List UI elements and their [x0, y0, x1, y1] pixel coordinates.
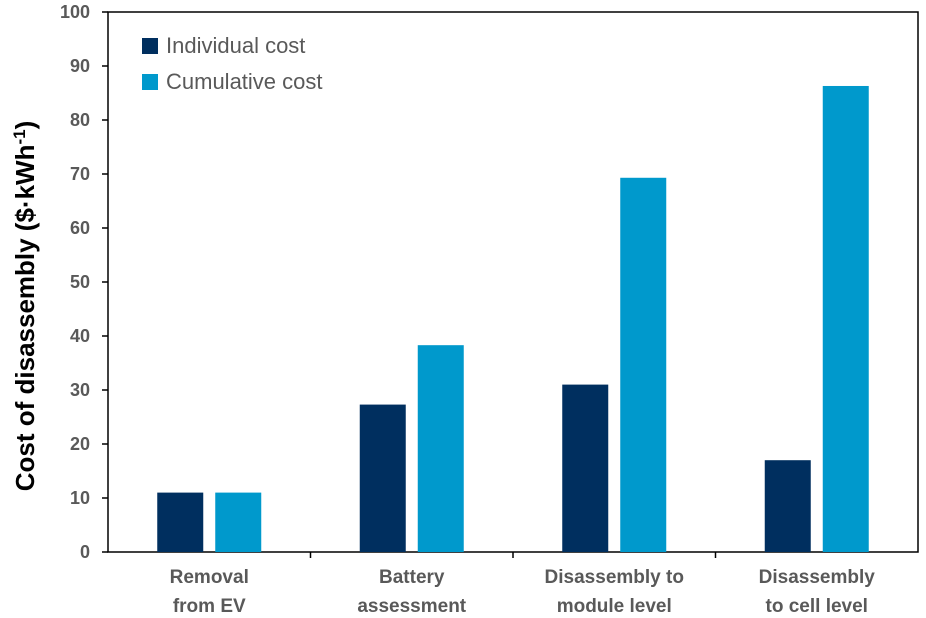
bars [157, 85, 869, 552]
y-tick-label: 70 [70, 164, 90, 184]
plot-area: 0 10 20 30 40 50 60 70 80 90 100 Removal from EV Bat… [60, 2, 919, 617]
y-tick-label: 20 [70, 434, 90, 454]
bar-individual-0 [157, 492, 204, 552]
legend: Individual cost Cumulative cost [142, 33, 323, 94]
y-axis-label: Cost of disassembly ($·kWh-1) [10, 121, 40, 492]
bar-individual-1 [359, 404, 406, 552]
y-axis-label-superscript: -1 [10, 129, 29, 144]
y-tick-label: 60 [70, 218, 90, 238]
y-tick-label: 40 [70, 326, 90, 346]
y-axis-label-close: ) [10, 121, 40, 130]
bar-cumulative-3 [822, 85, 869, 552]
y-tick-label: 10 [70, 488, 90, 508]
bar-cumulative-1 [417, 345, 464, 552]
x-category-label: to cell level [766, 596, 868, 617]
y-tick-label: 90 [70, 56, 90, 76]
y-axis-ticks: 0 10 20 30 40 50 60 70 80 90 100 [60, 2, 108, 562]
y-tick-label: 100 [60, 2, 90, 22]
x-axis-labels: Removal from EV Battery assessment Disassemb… [170, 552, 876, 617]
x-category-label: Removal [170, 567, 249, 588]
legend-swatch-individual [142, 38, 158, 54]
y-tick-label: 0 [80, 542, 90, 562]
bar-cumulative-2 [620, 177, 667, 552]
x-category-label: Battery [379, 567, 445, 588]
legend-label-individual: Individual cost [166, 33, 305, 58]
x-category-label: assessment [357, 596, 466, 617]
bar-individual-3 [764, 460, 811, 552]
x-category-label: module level [557, 596, 672, 617]
x-category-label: from EV [173, 596, 246, 617]
x-category-label: Disassembly [759, 567, 876, 588]
legend-swatch-cumulative [142, 74, 158, 90]
bar-individual-2 [562, 384, 609, 552]
y-tick-label: 30 [70, 380, 90, 400]
bar-cumulative-0 [215, 492, 262, 552]
legend-label-cumulative: Cumulative cost [166, 69, 323, 94]
x-category-label: Disassembly to [545, 567, 684, 588]
y-tick-label: 50 [70, 272, 90, 292]
y-tick-label: 80 [70, 110, 90, 130]
